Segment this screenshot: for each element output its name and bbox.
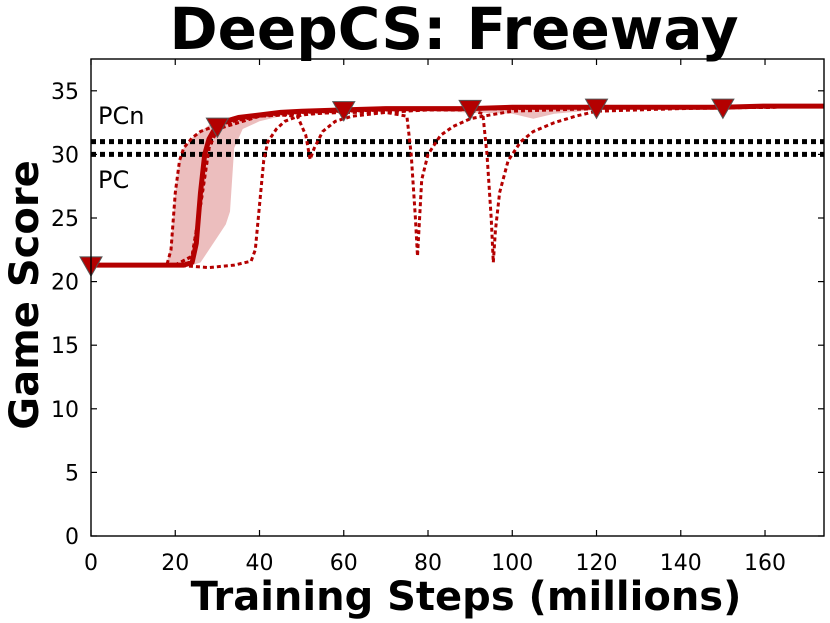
plot-series [91,103,824,270]
x-tick-label: 140 [660,551,702,576]
marker-triangle [331,101,356,122]
x-tick-label: 120 [576,551,618,576]
y-tick-label: 30 [51,143,79,168]
x-tick-label: 100 [491,551,533,576]
plot-frame [90,58,825,537]
marker-triangle [584,98,609,120]
plot-area: PCn PC [79,98,824,278]
y-tick-label: 35 [51,80,79,105]
y-axis-label: Game Score [2,160,48,429]
marker-triangle [711,98,735,120]
y-tick-label: 0 [65,525,79,550]
x-axis-label: Training Steps (millions) [191,574,742,620]
x-tick-label: 80 [414,551,442,576]
reference-label-pc: PC [98,166,129,194]
x-tick-label: 60 [330,551,358,576]
y-tick-label: 15 [51,334,79,359]
y-tick-label: 5 [65,461,79,486]
y-tick-label: 25 [51,207,79,232]
x-tick-label: 40 [246,551,274,576]
x-tick-label: 160 [744,551,786,576]
marker-triangle [205,117,230,139]
marker-triangle [458,99,482,121]
x-tick-label: 0 [84,551,98,576]
series-line-run-1 [91,104,824,270]
series-line-mean [91,103,824,268]
axis-ticks: 0 20 40 60 80 100 120 140 160 0 5 10 15 20 25 30 35 [51,59,824,576]
x-tick-label: 20 [161,551,189,576]
chart-title: DeepCS: Freeway [169,0,738,63]
reference-label-pcn: PCn [98,102,144,130]
y-tick-label: 10 [51,398,79,423]
y-tick-label: 20 [51,271,79,296]
series-line-run-3 [91,104,824,267]
